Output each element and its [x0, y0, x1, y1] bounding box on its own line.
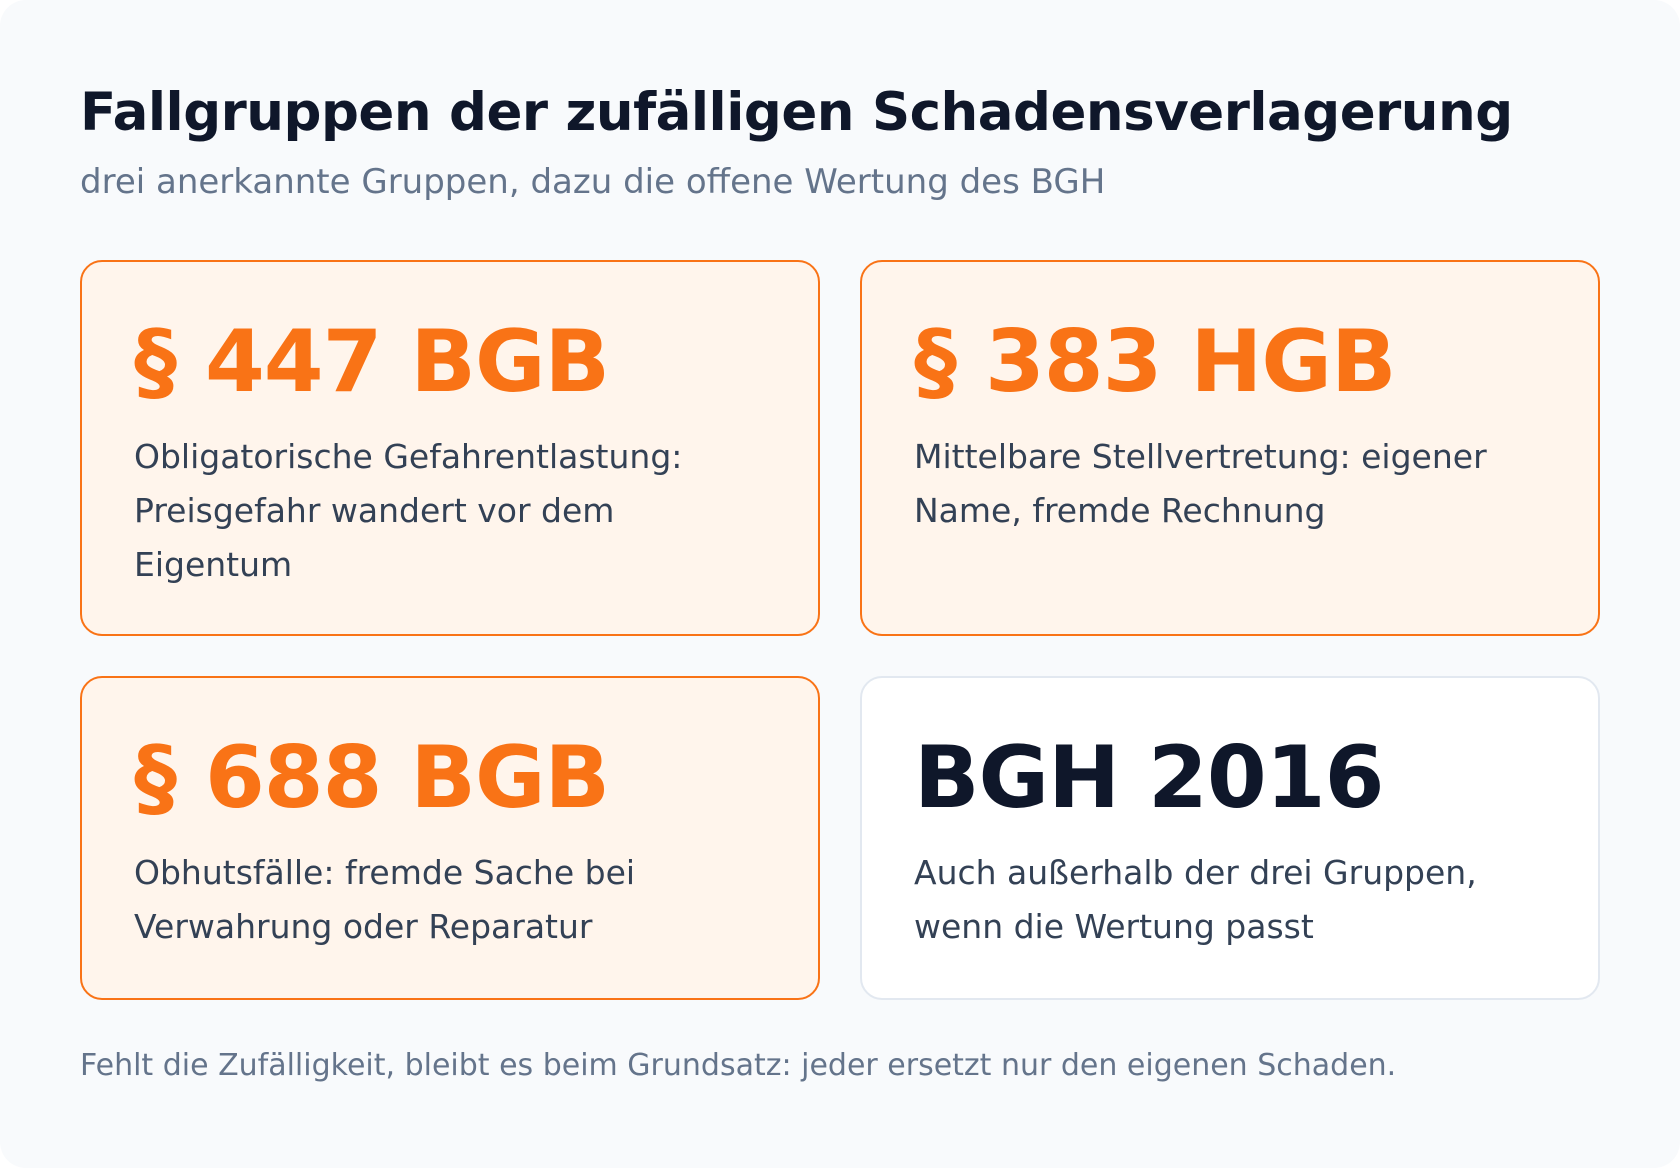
card-bgh-2016: BGH 2016 Auch außerhalb der drei Gruppen… — [860, 676, 1600, 1000]
page-title: Fallgruppen der zufälligen Schadensverla… — [80, 82, 1513, 143]
footnote: Fehlt die Zufälligkeit, bleibt es beim G… — [80, 1048, 1396, 1083]
card-heading: BGH 2016 — [914, 728, 1546, 828]
card-heading: § 383 HGB — [914, 312, 1546, 412]
card-heading: § 688 BGB — [134, 728, 766, 828]
card-688-bgb: § 688 BGB Obhutsfälle: fremde Sache bei … — [80, 676, 820, 1000]
card-description: Obligatorische Gefahrentlastung: Preisge… — [134, 430, 774, 592]
card-description: Obhutsfälle: fremde Sache bei Verwahrung… — [134, 846, 774, 954]
card-447-bgb: § 447 BGB Obligatorische Gefahrentlastun… — [80, 260, 820, 636]
card-description: Auch außerhalb der drei Gruppen, wenn di… — [914, 846, 1554, 954]
card-383-hgb: § 383 HGB Mittelbare Stellvertretung: ei… — [860, 260, 1600, 636]
page-subtitle: drei anerkannte Gruppen, dazu die offene… — [80, 162, 1105, 202]
card-heading: § 447 BGB — [134, 312, 766, 412]
card-description: Mittelbare Stellvertretung: eigener Name… — [914, 430, 1554, 538]
